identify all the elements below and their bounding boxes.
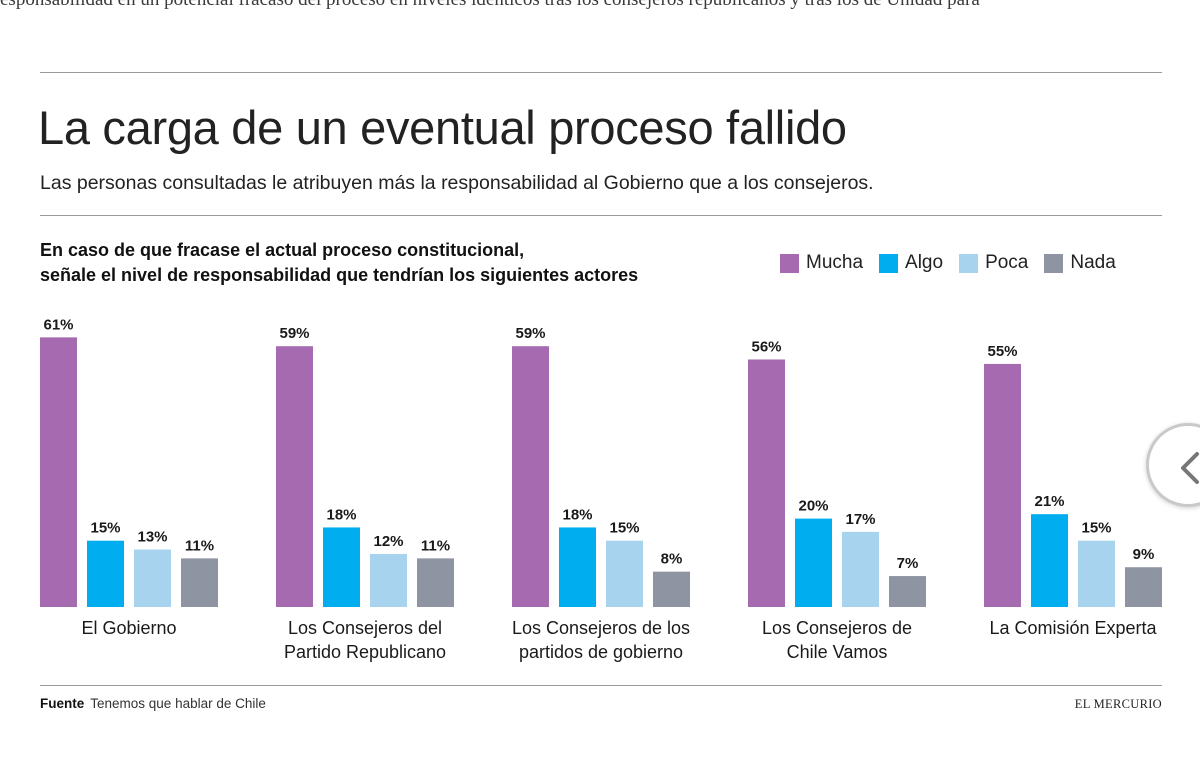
data-label-poca-3: 15%: [609, 520, 639, 537]
bar-algo-5: [1031, 514, 1068, 607]
legend-item-mucha: Mucha: [780, 252, 863, 274]
category-label-3-line-2: partidos de gobierno: [519, 642, 683, 662]
data-label-nada-2: 11%: [421, 537, 450, 554]
top-divider: [40, 72, 1162, 73]
data-label-algo-2: 18%: [326, 506, 356, 523]
bar-mucha-2: [276, 346, 313, 607]
bar-nada-3: [653, 571, 690, 607]
source-text: Tenemos que hablar de Chile: [90, 696, 266, 711]
bar-nada-5: [1125, 567, 1162, 607]
legend-swatch-poca: [959, 253, 979, 273]
bar-group-4: 56% 20% 17% 7%: [748, 338, 926, 607]
bar-nada-2: [417, 558, 454, 607]
category-label-2-line-1: Los Consejeros del: [288, 618, 442, 638]
data-label-algo-5: 21%: [1034, 493, 1064, 510]
legend-swatch-mucha: [780, 253, 799, 273]
bar-group-2: 59% 18% 12% 11%: [276, 325, 454, 607]
survey-question-line-2: señale el nivel de responsabilidad que t…: [40, 265, 639, 285]
bar-algo-2: [323, 527, 360, 607]
bar-algo-3: [559, 527, 596, 607]
category-label-4-line-1: Los Consejeros de: [762, 618, 912, 638]
legend-label-poca: Poca: [985, 252, 1029, 273]
category-label-2-line-2: Partido Republicano: [284, 642, 446, 662]
data-label-mucha-4: 56%: [751, 338, 781, 355]
data-label-nada-5: 9%: [1133, 546, 1155, 563]
data-label-mucha-5: 55%: [987, 343, 1017, 360]
middle-divider: [40, 215, 1162, 216]
article-top-text: esponsabilidad en un potencial fracaso d…: [0, 0, 1200, 11]
bar-group-5: 55% 21% 15% 9%: [984, 343, 1162, 607]
chart-legend: Mucha Algo Poca Nada: [780, 252, 1116, 274]
publisher-brand: EL MERCURIO: [1074, 697, 1162, 711]
bar-poca-2: [370, 553, 407, 607]
legend-label-algo: Algo: [905, 252, 944, 273]
data-label-poca-5: 15%: [1081, 520, 1111, 537]
bar-nada-1: [181, 558, 218, 607]
bottom-divider: [40, 685, 1162, 686]
data-label-nada-4: 7%: [897, 555, 919, 572]
data-label-poca-1: 13%: [137, 529, 167, 546]
bar-mucha-4: [748, 359, 785, 607]
bar-mucha-3: [512, 346, 549, 607]
legend-label-mucha: Mucha: [806, 252, 864, 273]
data-label-mucha-3: 59%: [515, 325, 545, 342]
bar-poca-4: [842, 531, 879, 607]
category-label-1: El Gobierno: [81, 618, 176, 638]
bar-algo-1: [87, 540, 124, 607]
bar-chart: 61% 15% 13% 11% El Gobierno 59% 18% 12% 11% Los C…: [40, 316, 1162, 662]
data-label-nada-1: 11%: [185, 537, 214, 554]
data-label-mucha-1: 61%: [43, 316, 73, 333]
survey-question: En caso de que fracase el actual proceso…: [40, 238, 638, 288]
legend-item-algo: Algo: [879, 252, 943, 274]
data-label-poca-4: 17%: [845, 511, 875, 528]
legend-swatch-nada: [1044, 253, 1064, 273]
data-label-algo-1: 15%: [90, 520, 120, 537]
source-note: Fuente Tenemos que hablar de Chile: [40, 696, 266, 711]
category-label-3-line-1: Los Consejeros de los: [512, 618, 690, 638]
category-label-5: La Comisión Experta: [989, 618, 1157, 638]
bar-nada-4: [889, 576, 926, 607]
survey-question-line-1: En caso de que fracase el actual proceso…: [40, 240, 525, 260]
chart-subtitle: Las personas consultadas le atribuyen má…: [40, 172, 874, 194]
source-label: Fuente: [40, 696, 85, 711]
bar-poca-1: [134, 549, 171, 607]
bar-group-3: 59% 18% 15% 8%: [512, 325, 690, 607]
bar-poca-3: [606, 540, 643, 607]
bar-mucha-5: [984, 363, 1021, 607]
category-label-4-line-2: Chile Vamos: [787, 642, 888, 662]
data-label-mucha-2: 59%: [279, 325, 309, 342]
bar-mucha-1: [40, 337, 77, 607]
bar-poca-5: [1078, 540, 1115, 607]
data-label-nada-3: 8%: [661, 551, 683, 568]
legend-label-nada: Nada: [1070, 252, 1116, 273]
data-label-poca-2: 12%: [373, 533, 403, 550]
bar-algo-4: [795, 518, 832, 607]
legend-swatch-algo: [879, 253, 899, 273]
chart-title: La carga de un eventual proceso fallido: [38, 101, 847, 154]
data-label-algo-4: 20%: [798, 498, 828, 515]
legend-item-nada: Nada: [1044, 252, 1116, 274]
data-label-algo-3: 18%: [562, 506, 592, 523]
chevron-left-icon: [1181, 452, 1199, 484]
legend-item-poca: Poca: [959, 252, 1028, 274]
bar-group-1: 61% 15% 13% 11%: [40, 316, 218, 607]
